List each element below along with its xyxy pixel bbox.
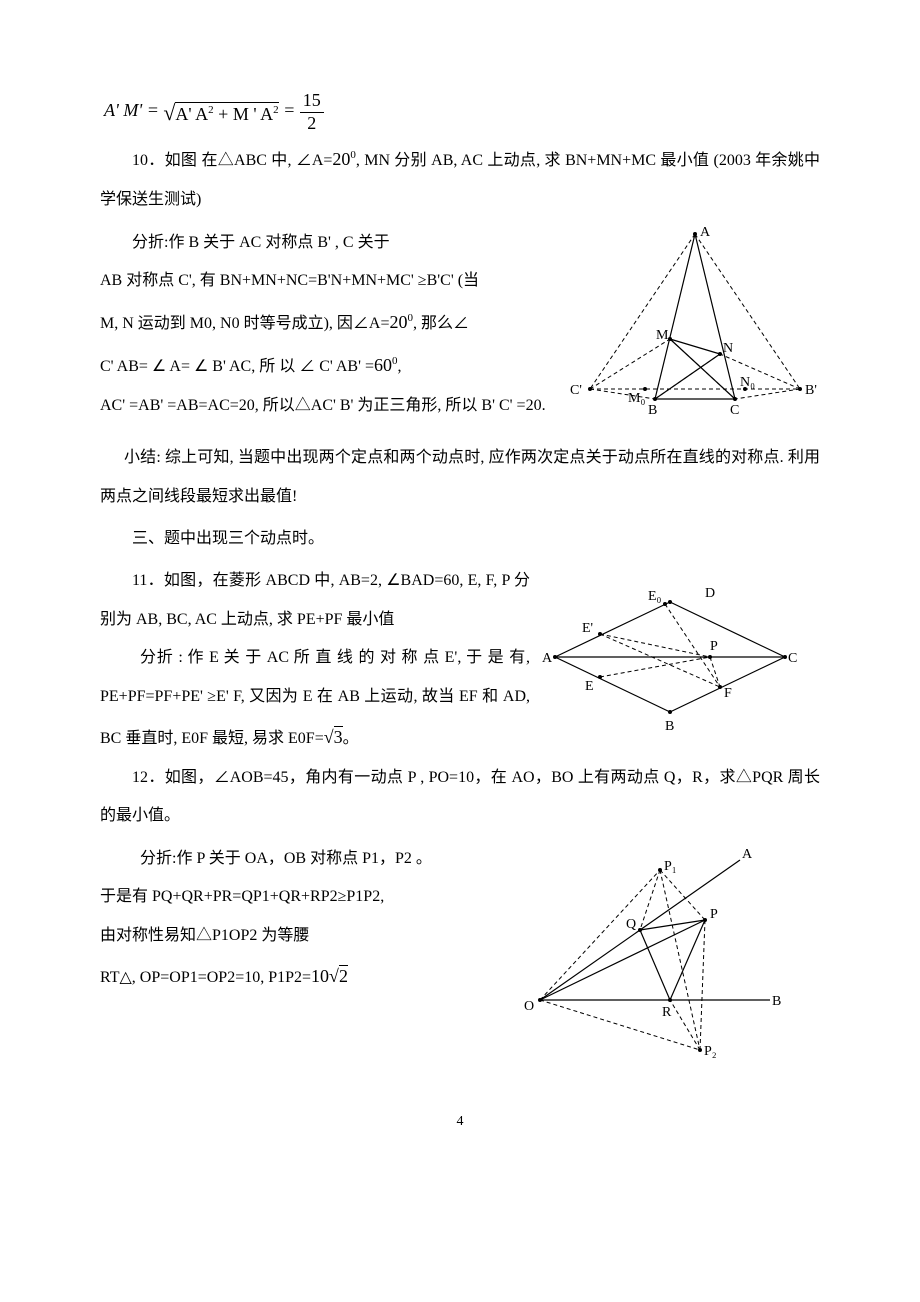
fig12-svg: O A B P P₁ P₂ Q R <box>510 840 790 1060</box>
svg-text:P₁: P₁ <box>664 859 677 874</box>
svg-text:M₀: M₀ <box>628 391 645 406</box>
svg-text:N₀: N₀ <box>740 375 755 390</box>
fig10-svg: A B C C' B' M N M₀ N₀ <box>570 224 820 424</box>
svg-text:C: C <box>730 403 739 418</box>
page-number: 4 <box>100 1105 820 1139</box>
svg-text:P₂: P₂ <box>704 1044 717 1059</box>
p10-intro: 如图 在△ABC 中, ∠A= <box>165 152 333 169</box>
svg-text:O: O <box>524 999 534 1014</box>
p10-analysis-label: 分折: <box>132 234 168 251</box>
svg-text:P: P <box>710 639 718 654</box>
problem-12-body: 分折:作 P 关于 OA，OB 对称点 P1，P2 。 于是有 PQ+QR+PR… <box>100 840 820 1075</box>
fraction: 15 2 <box>300 90 324 134</box>
svg-text:E: E <box>585 679 594 694</box>
formula-top: A' M' = √A' A2 + M ' A2 = 15 2 <box>104 90 820 134</box>
svg-text:A: A <box>542 651 553 666</box>
svg-text:B: B <box>772 994 781 1009</box>
formula-lhs: A' M' = <box>104 100 159 120</box>
svg-text:C: C <box>788 651 797 666</box>
problem-10: 10．如图 在△ABC 中, ∠A=200, MN 分别 AB, AC 上动点,… <box>100 138 820 439</box>
svg-text:E': E' <box>582 621 593 636</box>
svg-text:R: R <box>662 1005 672 1020</box>
p11-number: 11． <box>132 572 164 589</box>
sqrt3: √3 <box>324 726 343 747</box>
p12-number: 12． <box>132 769 165 786</box>
svg-text:B: B <box>648 403 657 418</box>
fig10-container: A B C C' B' M N M₀ N₀ <box>570 224 820 439</box>
svg-text:F: F <box>724 686 732 701</box>
svg-text:C': C' <box>570 383 582 398</box>
sqrt-icon: √A' A2 + M ' A2 <box>163 95 278 130</box>
svg-text:E₀: E₀ <box>648 589 662 604</box>
svg-text:B': B' <box>805 383 817 398</box>
p12-statement: 12．如图，∠AOB=45，角内有一动点 P , PO=10，在 AO，BO 上… <box>100 759 820 836</box>
section-3-title: 三、题中出现三个动点时。 <box>100 520 820 558</box>
problem-11: 11．如图，在菱形 ABCD 中, AB=2, ∠BAD=60, E, F, P… <box>100 562 820 759</box>
p10-analysis: 分折:作 B 关于 AC 对称点 B' , C 关于 AB 对称点 C', 有 … <box>100 224 560 426</box>
svg-text:M: M <box>656 328 669 343</box>
p10-number: 10． <box>132 152 165 169</box>
svg-text:A: A <box>742 847 753 862</box>
svg-text:N: N <box>723 341 733 356</box>
fig11-container: A B C D E E' E₀ F P <box>540 582 800 757</box>
svg-text:P: P <box>710 907 718 922</box>
svg-text:D: D <box>705 586 715 601</box>
ten-sqrt2: 10√2 <box>311 965 348 986</box>
p12-analysis-label: 分折: <box>140 850 176 867</box>
fig11-svg: A B C D E E' E₀ F P <box>540 582 800 742</box>
p10-statement: 10．如图 在△ABC 中, ∠A=200, MN 分别 AB, AC 上动点,… <box>100 138 820 220</box>
svg-text:A: A <box>700 225 711 240</box>
fig12-container: O A B P P₁ P₂ Q R <box>510 840 790 1075</box>
summary-1: 小结: 综上可知, 当题中出现两个定点和两个动点时, 应作两次定点关于动点所在直… <box>100 439 820 516</box>
p11-analysis-label: 分折 : <box>140 649 183 666</box>
p11-statement: 11．如图，在菱形 ABCD 中, AB=2, ∠BAD=60, E, F, P… <box>100 562 530 639</box>
svg-text:B: B <box>665 719 674 734</box>
formula-eq: = <box>283 100 300 120</box>
svg-text:Q: Q <box>626 917 636 932</box>
p10-angleA: 200 <box>332 149 356 169</box>
